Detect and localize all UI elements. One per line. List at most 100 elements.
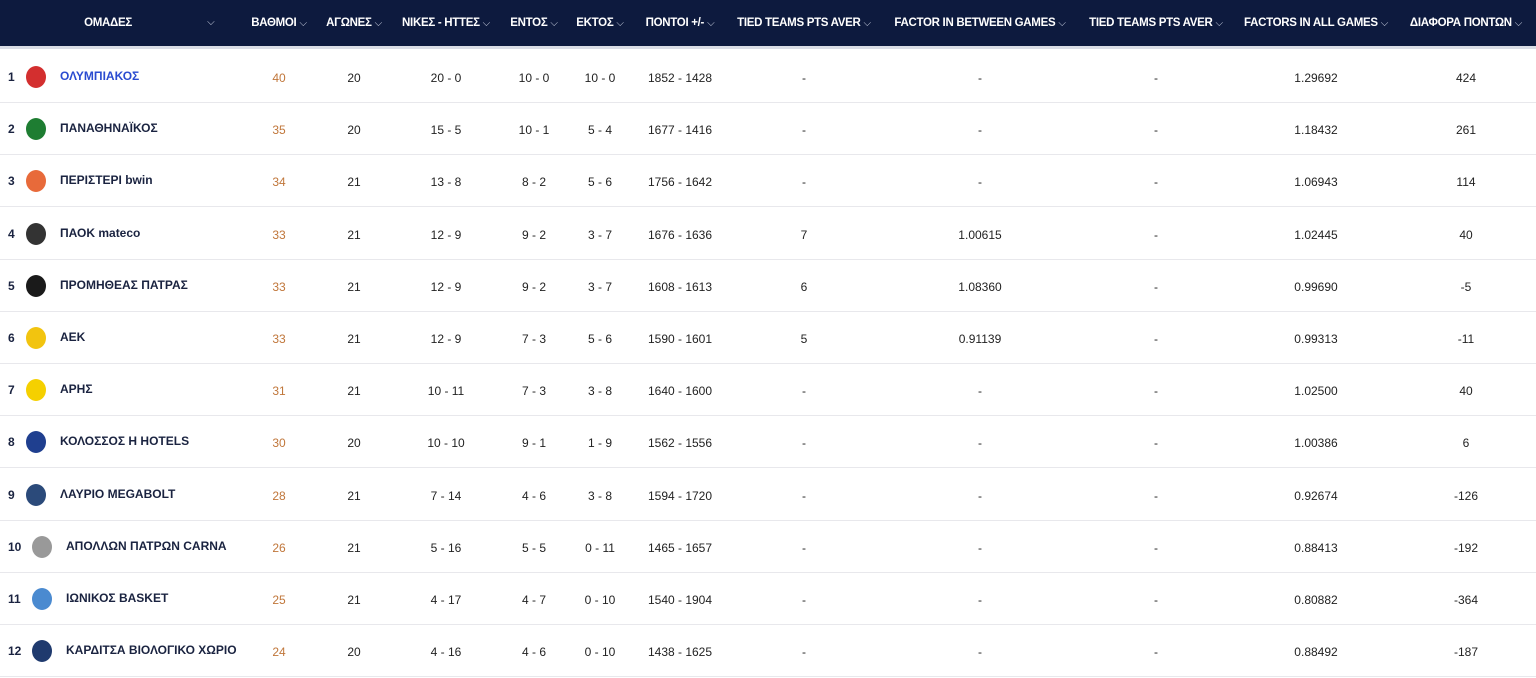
rank: 12 [8, 644, 22, 659]
cell-0: 28 [272, 488, 286, 503]
team-name[interactable]: ΚΟΛΟΣΣΟΣ H HOTELS [60, 434, 190, 449]
cell-4: 3 - 7 [587, 279, 613, 294]
cell-0: 33 [272, 227, 286, 242]
sort-header-0[interactable]: ΟΜΑΔΕΣ ⌵ [84, 17, 215, 29]
cell-10: -11 [1457, 332, 1475, 346]
cell-2: 12 - 9 [430, 279, 462, 294]
team-name[interactable]: ΑΕΚ [60, 330, 86, 344]
team-logo-icon [26, 379, 46, 402]
table-row[interactable]: 10 ΑΠΟΛΛΩΝ ΠΑΤΡΩΝ CARNA 26 21 5 - 16 5 - 5 0 … [0, 521, 1536, 573]
cell-10: -126 [1453, 488, 1479, 503]
header-label: ΟΜΑΔΕΣ [84, 17, 132, 29]
sort-header-6[interactable]: ΠΟΝΤΟΙ +/- ⌵ [646, 17, 715, 29]
sort-header-4[interactable]: ΕΝΤΟΣ ⌵ [510, 17, 558, 29]
header-label: ΠΟΝΤΟΙ +/- [645, 17, 705, 29]
cell-9: 1.06943 [1294, 175, 1338, 190]
cell-2: 4 - 16 [430, 645, 462, 660]
table-row[interactable]: 4 ΠΑΟΚ mateco 33 21 12 - 9 9 - 2 3 - 7 1676 - … [0, 208, 1536, 260]
table-row[interactable]: 7 ΑΡΗΣ 31 21 10 - 11 7 - 3 3 - 8 1640 - 1600 - -… [0, 364, 1536, 417]
rank: 8 [8, 435, 15, 450]
cell-3: 10 - 0 [518, 71, 550, 85]
cell-7: - [978, 436, 982, 451]
team-logo-icon [26, 431, 46, 454]
cell-0: 40 [272, 71, 286, 85]
cell-1: 21 [347, 593, 361, 607]
sort-header-3[interactable]: ΝΙΚΕΣ - ΗΤΤΕΣ ⌵ [402, 17, 490, 29]
team-name[interactable]: ΟΛΥΜΠΙΑΚΟΣ [60, 69, 140, 83]
team-logo-icon [26, 222, 46, 245]
cell-3: 8 - 2 [521, 175, 547, 190]
cell-2: 5 - 16 [430, 540, 462, 555]
team-name[interactable]: ΚΑΡΔΙΤΣΑ ΒΙΟΛΟΓΙΚΟ ΧΩΡΙΟ [66, 643, 237, 658]
cell-6: - [802, 175, 806, 190]
cell-2: 12 - 9 [430, 227, 462, 242]
cell-1: 21 [347, 540, 361, 555]
cell-5: 1756 - 1642 [647, 175, 713, 190]
cell-4: 0 - 11 [585, 540, 615, 555]
chevron-down-icon: ⌵ [1058, 18, 1066, 29]
sort-header-11[interactable]: ΔΙΑΦΟΡΑ ΠΟΝΤΩΝ ⌵ [1410, 17, 1522, 29]
cell-7: - [978, 384, 982, 399]
rank: 11 [8, 592, 21, 606]
cell-10: 424 [1455, 71, 1477, 85]
sort-header-9[interactable]: TIED TEAMS PTS AVER ⌵ [1089, 17, 1223, 29]
cell-0: 35 [272, 123, 286, 138]
cell-7: 1.00615 [958, 227, 1002, 242]
cell-6: - [802, 71, 806, 85]
cell-1: 21 [347, 227, 361, 242]
table-row[interactable]: 11 ΙΩΝΙΚΟΣ BASKET 25 21 4 - 17 4 - 7 0 - 10 15… [0, 573, 1536, 625]
sort-header-7[interactable]: TIED TEAMS PTS AVER ⌵ [737, 17, 871, 29]
cell-7: - [978, 123, 982, 138]
cell-3: 7 - 3 [521, 384, 547, 399]
rank: 7 [8, 383, 15, 398]
cell-0: 30 [272, 436, 286, 451]
table-row[interactable]: 9 ΛΑΥΡΙΟ MEGABOLT 28 21 7 - 14 4 - 6 3 - 8 159… [0, 469, 1536, 521]
cell-5: 1852 - 1428 [647, 71, 713, 85]
header-label: TIED TEAMS PTS AVER [737, 17, 861, 29]
team-name[interactable]: ΠΕΡΙΣΤΕΡΙ bwin [60, 173, 153, 188]
cell-9: 0.99690 [1294, 279, 1338, 294]
table-row[interactable]: 8 ΚΟΛΟΣΣΟΣ H HOTELS 30 20 10 - 10 9 - 1 1 - 9… [0, 416, 1536, 469]
table-row[interactable]: 12 ΚΑΡΔΙΤΣΑ ΒΙΟΛΟΓΙΚΟ ΧΩΡΙΟ 24 20 4 - 16 4 -… [0, 625, 1536, 678]
cell-5: 1594 - 1720 [647, 488, 713, 503]
table-row[interactable]: 6 ΑΕΚ 33 21 12 - 9 7 - 3 5 - 6 1590 - 1601 5 0.9… [0, 312, 1536, 364]
table-row[interactable]: 5 ΠΡΟΜΗΘΕΑΣ ΠΑΤΡΑΣ 33 21 12 - 9 9 - 2 3 - 7 16… [0, 260, 1536, 312]
cell-1: 20 [347, 71, 361, 85]
header-label: TIED TEAMS PTS AVER [1089, 17, 1213, 29]
cell-4: 5 - 4 [587, 123, 613, 138]
cell-4: 3 - 8 [587, 488, 613, 503]
cell-8: - [1154, 540, 1158, 555]
table-row[interactable]: 1 ΟΛΥΜΠΙΑΚΟΣ 40 20 20 - 0 10 - 0 10 - 0 1852 -… [0, 51, 1536, 103]
cell-2: 10 - 10 [427, 436, 465, 451]
sort-header-2[interactable]: ΑΓΩΝΕΣ ⌵ [326, 17, 382, 29]
team-name[interactable]: ΙΩΝΙΚΟΣ BASKET [66, 591, 169, 605]
team-name[interactable]: ΑΡΗΣ [60, 382, 93, 397]
sort-header-8[interactable]: FACTOR IN BETWEEN GAMES ⌵ [894, 17, 1066, 29]
sort-header-1[interactable]: ΒΑΘΜΟΙ ⌵ [251, 17, 307, 29]
rank: 1 [8, 70, 15, 84]
team-name[interactable]: ΠΡΟΜΗΘΕΑΣ ΠΑΤΡΑΣ [60, 277, 188, 292]
cell-0: 26 [272, 540, 286, 555]
team-logo-icon [26, 170, 46, 193]
cell-4: 0 - 10 [584, 593, 616, 607]
sort-header-5[interactable]: ΕΚΤΟΣ ⌵ [576, 17, 624, 29]
cell-6: - [802, 488, 806, 503]
team-name[interactable]: ΠΑΝΑΘΗΝΑΪΚΟΣ [60, 121, 158, 136]
cell-10: -187 [1453, 645, 1479, 660]
table-row[interactable]: 2 ΠΑΝΑΘΗΝΑΪΚΟΣ 35 20 15 - 5 10 - 1 5 - 4 1677 … [0, 103, 1536, 156]
cell-8: - [1154, 645, 1158, 660]
cell-1: 21 [347, 332, 361, 346]
team-name[interactable]: ΠΑΟΚ mateco [60, 225, 141, 240]
cell-2: 13 - 8 [430, 175, 462, 190]
header-label: ΝΙΚΕΣ - ΗΤΤΕΣ [402, 17, 480, 29]
header-label: ΕΚΤΟΣ [576, 17, 614, 29]
cell-5: 1540 - 1904 [647, 593, 713, 607]
cell-2: 15 - 5 [430, 123, 462, 138]
cell-8: - [1154, 384, 1158, 399]
cell-9: 0.99313 [1294, 332, 1338, 346]
team-name[interactable]: ΛΑΥΡΙΟ MEGABOLT [60, 486, 176, 501]
table-row[interactable]: 3 ΠΕΡΙΣΤΕΡΙ bwin 34 21 13 - 8 8 - 2 5 - 6 1756… [0, 155, 1536, 208]
sort-header-10[interactable]: FACTORS IN ALL GAMES ⌵ [1244, 17, 1388, 29]
team-name[interactable]: ΑΠΟΛΛΩΝ ΠΑΤΡΩΝ CARNA [66, 538, 227, 553]
cell-6: - [802, 384, 806, 399]
